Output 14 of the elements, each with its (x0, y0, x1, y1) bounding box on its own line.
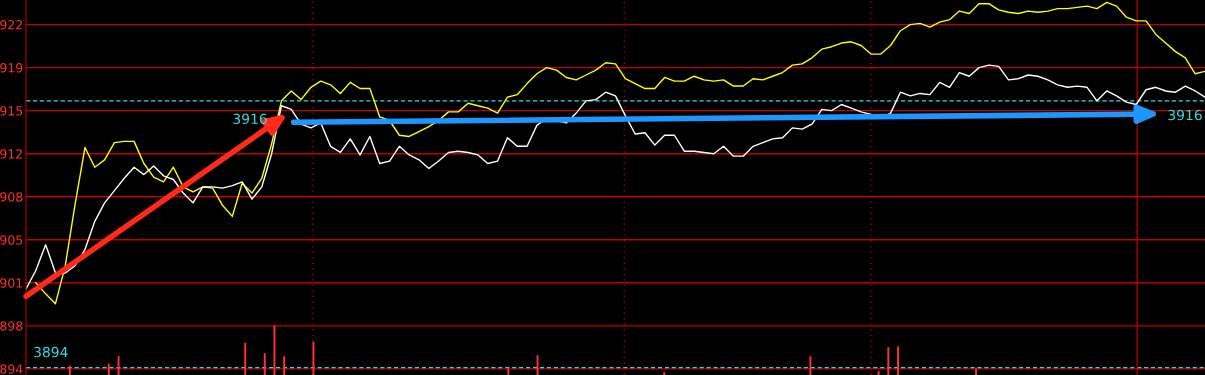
y-tick-label: 912 (0, 149, 22, 159)
y-tick-label: 901 (0, 278, 23, 288)
y-tick-label: 894 (0, 364, 23, 374)
line-series (35, 1, 1205, 305)
y-tick-label: 915 (0, 106, 23, 116)
annotation: 3916 (1168, 109, 1202, 121)
y-tick-label: 922 (0, 20, 22, 30)
annotation: 3894 (34, 346, 68, 358)
line-series (26, 64, 1205, 290)
annotation: 3916 (233, 113, 267, 125)
y-tick-label: 908 (0, 192, 23, 202)
y-tick-label: 898 (0, 321, 23, 331)
y-tick-label: 919 (0, 63, 23, 73)
y-tick-label: 905 (0, 235, 23, 245)
